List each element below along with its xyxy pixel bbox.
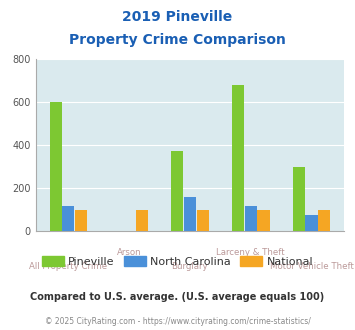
Bar (197, 210, 209, 231)
Text: © 2025 CityRating.com - https://www.cityrating.com/crime-statistics/: © 2025 CityRating.com - https://www.city… (45, 317, 310, 326)
Text: Compared to U.S. average. (U.S. average equals 100): Compared to U.S. average. (U.S. average … (31, 292, 324, 302)
Bar (62, 206, 75, 231)
Text: 2019 Pineville: 2019 Pineville (122, 10, 233, 24)
Bar (136, 210, 148, 231)
Text: Larceny & Theft: Larceny & Theft (217, 248, 285, 257)
Bar (50, 102, 62, 231)
Bar (293, 167, 305, 231)
Text: Burglary: Burglary (171, 262, 208, 271)
Bar (171, 150, 183, 231)
Bar (184, 197, 196, 231)
Bar (75, 210, 87, 231)
Legend: Pineville, North Carolina, National: Pineville, North Carolina, National (37, 252, 318, 272)
Bar (232, 85, 244, 231)
Text: All Property Crime: All Property Crime (29, 262, 108, 271)
Text: Motor Vehicle Theft: Motor Vehicle Theft (269, 262, 354, 271)
Text: Arson: Arson (117, 248, 141, 257)
Bar (305, 215, 318, 231)
Bar (257, 210, 269, 231)
Text: Property Crime Comparison: Property Crime Comparison (69, 33, 286, 47)
Bar (245, 206, 257, 231)
Bar (318, 210, 330, 231)
